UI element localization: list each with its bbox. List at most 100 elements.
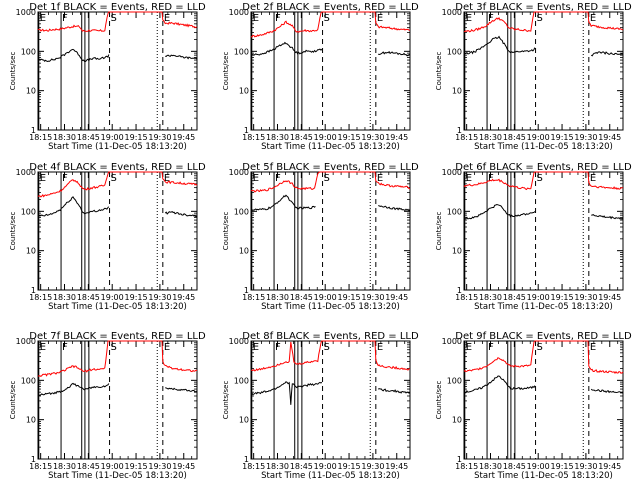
marker-label: E: [590, 173, 596, 184]
y-tick-label: 1: [244, 126, 249, 135]
y-tick-label: 100: [234, 207, 249, 216]
marker-label: E: [164, 173, 170, 184]
x-tick-label: 18:30: [53, 462, 76, 471]
y-tick-label: 1: [31, 286, 36, 295]
marker-label: S: [324, 173, 330, 184]
events-series-line: [590, 388, 624, 394]
y-tick-label: 100: [234, 47, 249, 56]
events-series-line: [165, 387, 198, 393]
lld-series-line: [250, 171, 411, 193]
x-tick-label: 19:15: [551, 133, 574, 142]
events-series-line: [37, 48, 110, 63]
x-tick-label: 19:00: [101, 293, 124, 302]
x-tick-label: 18:30: [479, 462, 502, 471]
marker-label: E: [377, 13, 383, 24]
y-tick-label: 1: [244, 455, 249, 464]
y-tick-label: 10: [239, 247, 249, 256]
marker-label: E: [40, 342, 46, 353]
y-tick-label: 10: [239, 416, 249, 425]
panel-title: Det 3f BLACK = Events, RED = LLD: [455, 2, 632, 13]
marker-label: S: [537, 342, 543, 353]
x-tick-label: 19:45: [598, 293, 621, 302]
events-series-line: [378, 205, 411, 212]
x-tick-label: 18:45: [290, 133, 313, 142]
y-tick-label: 1000: [16, 168, 36, 177]
x-axis-label: Start Time (11-Dec-05 18:13:20): [48, 471, 187, 480]
x-tick-label: 19:15: [125, 462, 148, 471]
x-axis-label: Start Time (11-Dec-05 18:13:20): [261, 302, 400, 312]
x-tick-label: 18:30: [479, 293, 502, 302]
x-tick-label: 19:30: [361, 133, 384, 142]
x-tick-label: 19:15: [551, 462, 574, 471]
x-tick-label: 19:00: [314, 462, 337, 471]
x-tick-label: 19:15: [551, 293, 574, 302]
y-tick-label: 100: [447, 47, 462, 56]
y-tick-label: 10: [452, 87, 462, 96]
panel-9: Det 9f BLACK = Events, RED = LLD 1 10 100 10…: [435, 331, 632, 480]
x-tick-label: 18:15: [242, 133, 265, 142]
panel-3: Det 3f BLACK = Events, RED = LLD 1 10 100 10…: [435, 2, 632, 152]
y-axis-label: Counts/sec: [9, 381, 17, 420]
plot-frame: [463, 11, 624, 131]
events-series-line: [250, 381, 323, 405]
y-axis-label: Counts/sec: [9, 52, 17, 91]
x-tick-label: 18:30: [53, 133, 76, 142]
marker-label: E: [466, 342, 472, 353]
x-tick-label: 18:45: [77, 133, 100, 142]
plot-frame: [463, 171, 624, 291]
x-tick-label: 18:30: [266, 293, 289, 302]
x-tick-label: 19:00: [101, 462, 124, 471]
y-tick-label: 100: [447, 376, 462, 385]
x-tick-label: 19:15: [338, 133, 361, 142]
y-axis-label: Counts/sec: [9, 212, 17, 251]
x-tick-label: 19:15: [125, 133, 148, 142]
x-tick-label: 19:30: [148, 462, 171, 471]
x-axis-label: Start Time (11-Dec-05 18:13:20): [474, 142, 613, 152]
lld-series-line: [37, 11, 198, 32]
marker-label: E: [40, 173, 46, 184]
events-series-line: [378, 50, 411, 57]
events-series-line: [164, 211, 198, 218]
x-tick-label: 19:45: [172, 293, 195, 302]
y-tick-label: 1000: [442, 8, 462, 17]
plot-frame: [250, 11, 411, 131]
y-tick-label: 1: [457, 286, 462, 295]
x-tick-label: 18:15: [242, 462, 265, 471]
y-tick-label: 1000: [229, 8, 249, 17]
x-tick-label: 19:45: [598, 133, 621, 142]
x-tick-label: 18:45: [290, 462, 313, 471]
lld-series-line: [250, 340, 411, 372]
x-tick-label: 19:45: [598, 462, 621, 471]
x-axis-label: Start Time (11-Dec-05 18:13:20): [261, 471, 400, 480]
marker-label: E: [253, 342, 259, 353]
x-tick-label: 18:15: [455, 293, 478, 302]
plot-frame: [250, 340, 411, 460]
y-tick-label: 1000: [229, 168, 249, 177]
x-tick-label: 19:45: [172, 462, 195, 471]
x-tick-label: 19:00: [527, 293, 550, 302]
panel-7: Det 7f BLACK = Events, RED = LLD 1 10 100 10…: [9, 331, 206, 480]
y-tick-label: 1000: [16, 8, 36, 17]
x-tick-label: 18:45: [503, 293, 526, 302]
y-axis-label: Counts/sec: [222, 212, 230, 251]
marker-label: F: [275, 13, 281, 24]
x-tick-label: 19:00: [314, 293, 337, 302]
y-tick-label: 100: [21, 207, 36, 216]
panel-title: Det 9f BLACK = Events, RED = LLD: [455, 331, 632, 342]
y-tick-label: 1: [457, 126, 462, 135]
y-tick-label: 1000: [229, 337, 249, 346]
events-series-line: [591, 214, 624, 220]
marker-label: S: [111, 342, 117, 353]
x-tick-label: 18:45: [77, 462, 100, 471]
panel-8: Det 8f BLACK = Events, RED = LLD 1 10 100 10…: [222, 331, 419, 480]
panel-title: Det 6f BLACK = Events, RED = LLD: [455, 162, 632, 173]
x-tick-label: 18:30: [266, 462, 289, 471]
x-tick-label: 19:15: [125, 293, 148, 302]
y-tick-label: 100: [21, 376, 36, 385]
events-series-line: [165, 54, 198, 60]
panel-title: Det 4f BLACK = Events, RED = LLD: [29, 162, 206, 173]
marker-label: E: [590, 13, 596, 24]
x-tick-label: 19:30: [148, 293, 171, 302]
marker-label: F: [62, 342, 68, 353]
